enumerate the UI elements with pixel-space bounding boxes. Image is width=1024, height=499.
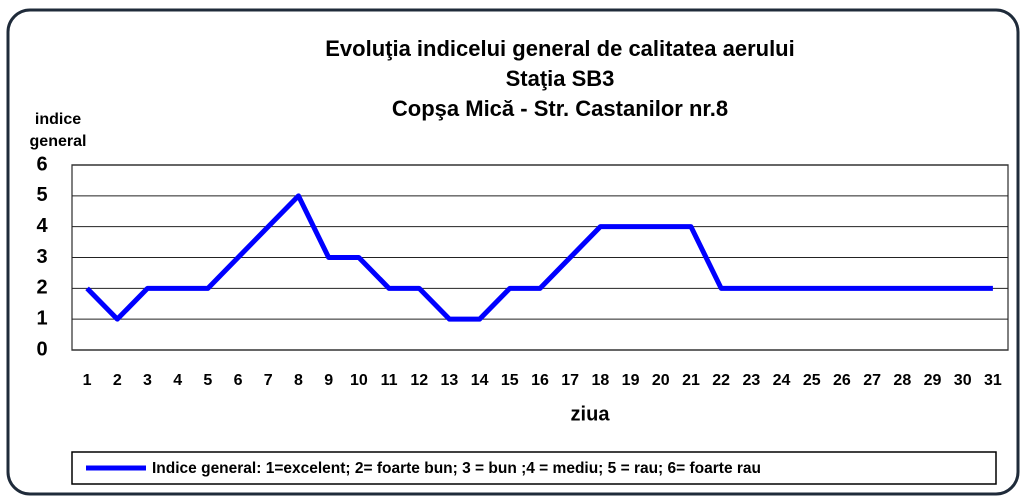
x-tick-label: 7 [264, 372, 273, 389]
frame [6, 8, 1020, 496]
x-tick-label: 19 [622, 372, 640, 389]
data-line [85, 193, 993, 322]
x-tick-label: 30 [954, 372, 972, 389]
x-tick-label: 3 [143, 372, 152, 389]
chart-title: Evoluţia indicelui general de calitatea … [325, 36, 795, 61]
x-tick-label: 6 [234, 372, 243, 389]
x-tick-label: 28 [893, 372, 911, 389]
x-tick-label: 25 [803, 372, 821, 389]
x-tick-label: 16 [531, 372, 549, 389]
legend-label: Indice general: 1=excelent; 2= foarte bu… [152, 460, 761, 477]
x-tick-label: 27 [863, 372, 881, 389]
y-tick-label: 0 [36, 338, 47, 360]
legend-box [71, 451, 997, 485]
y-tick-label: 1 [36, 307, 47, 329]
x-tick-label: 14 [471, 372, 489, 389]
y-axis-label: general [30, 133, 87, 150]
x-tick-label: 5 [203, 372, 212, 389]
chart-title: Staţia SB3 [506, 66, 615, 91]
y-tick-label: 2 [36, 277, 47, 299]
x-tick-label: 1 [83, 372, 92, 389]
x-tick-label: 21 [682, 372, 700, 389]
x-tick-label: 24 [773, 372, 791, 389]
y-tick-label: 4 [36, 215, 48, 237]
x-tick-label: 4 [173, 372, 182, 389]
x-tick-label: 23 [742, 372, 760, 389]
x-tick-label: 20 [652, 372, 670, 389]
chart-title: Copşa Mică - Str. Castanilor nr.8 [392, 96, 728, 121]
x-tick-label: 10 [350, 372, 368, 389]
x-tick-label: 8 [294, 372, 303, 389]
y-tick-label: 3 [36, 246, 47, 268]
x-tick-label: 29 [924, 372, 942, 389]
y-axis-label: indice [35, 111, 81, 128]
y-tick-label: 5 [36, 184, 47, 206]
x-tick-label: 15 [501, 372, 519, 389]
x-tick-label: 2 [113, 372, 122, 389]
x-tick-label: 26 [833, 372, 851, 389]
x-tick-label: 22 [712, 372, 730, 389]
x-tick-label: 18 [591, 372, 609, 389]
x-tick-label: 11 [381, 372, 398, 389]
x-tick-label: 17 [561, 372, 579, 389]
x-axis-label: ziua [571, 403, 611, 425]
x-tick-label: 31 [984, 372, 1002, 389]
x-tick-label: 13 [441, 372, 459, 389]
y-tick-label: 6 [36, 153, 47, 175]
x-tick-label: 12 [410, 372, 428, 389]
x-tick-label: 9 [324, 372, 333, 389]
